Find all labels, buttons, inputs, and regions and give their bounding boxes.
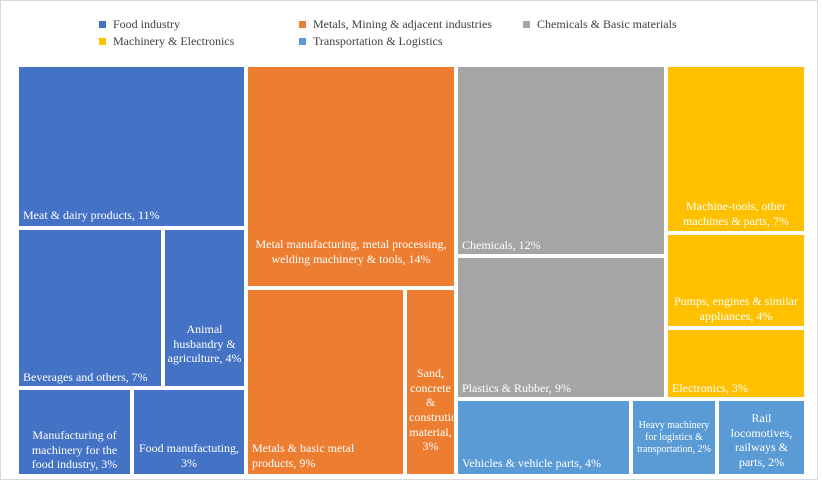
treemap-tile: Chemicals, 12% <box>456 65 666 256</box>
legend-item: Transportation & Logistics <box>299 34 443 49</box>
legend-item: Food industry <box>99 17 180 32</box>
treemap-tile: Manufacturing of machinery for the food … <box>17 388 132 476</box>
treemap-tile: Beverages and others, 7% <box>17 228 163 388</box>
legend-item: Chemicals & Basic materials <box>523 17 677 32</box>
tile-label: Metal manufacturing, metal processing, w… <box>255 237 447 266</box>
tile-label: Heavy machinery for logistics & transpor… <box>637 420 711 456</box>
treemap-tile: Meat & dairy products, 11% <box>17 65 246 228</box>
treemap-tile: Animal husbandry & agriculture, 4% <box>163 228 246 388</box>
treemap-tile: Pumps, engines & similar appliances, 4% <box>666 233 806 328</box>
legend-swatch <box>99 38 106 45</box>
treemap-tile: Electronics, 3% <box>666 328 806 399</box>
tile-label: Beverages and others, 7% <box>23 370 148 384</box>
treemap-tile: Plastics & Rubber, 9% <box>456 256 666 399</box>
treemap-tile: Heavy machinery for logistics & transpor… <box>631 399 717 476</box>
tile-label: Electronics, 3% <box>672 381 748 395</box>
treemap-tile: Sand, concrete & constrution material, 3… <box>405 288 456 476</box>
legend-item: Metals, Mining & adjacent industries <box>299 17 492 32</box>
treemap-tile: Rail locomotives, railways & parts, 2% <box>717 399 806 476</box>
tile-label: Meat & dairy products, 11% <box>23 208 160 222</box>
tile-label: Pumps, engines & similar appliances, 4% <box>674 294 798 323</box>
legend-label: Machinery & Electronics <box>113 34 235 48</box>
tile-label: Manufacturing of machinery for the food … <box>31 428 118 472</box>
tile-label: Metals & basic metal products, 9% <box>252 441 355 470</box>
legend-label: Metals, Mining & adjacent industries <box>313 17 492 31</box>
treemap-tile: Metal manufacturing, metal processing, w… <box>246 65 456 288</box>
legend-swatch <box>523 21 530 28</box>
tile-label: Vehicles & vehicle parts, 4% <box>462 456 601 470</box>
treemap: Meat & dairy products, 11% Beverages and … <box>1 1 819 481</box>
legend: Food industry Metals, Mining & adjacent i… <box>1 1 819 63</box>
treemap-tile: Metals & basic metal products, 9% <box>246 288 405 476</box>
chart-frame: Food industry Metals, Mining & adjacent i… <box>0 0 818 480</box>
legend-label: Food industry <box>113 17 181 31</box>
legend-item: Machinery & Electronics <box>99 34 234 49</box>
tile-label: Sand, concrete & constrution material, 3… <box>409 366 454 454</box>
treemap-tile: Machine-tools, other machines & parts, 7… <box>666 65 806 233</box>
treemap-tile: Vehicles & vehicle parts, 4% <box>456 399 631 476</box>
tile-label: Animal husbandry & agriculture, 4% <box>167 322 242 366</box>
tile-label: Food manufactuting, 3% <box>139 441 239 470</box>
legend-swatch <box>99 21 106 28</box>
legend-label: Chemicals & Basic materials <box>537 17 677 31</box>
tile-label: Machine-tools, other machines & parts, 7… <box>683 199 789 228</box>
tile-label: Plastics & Rubber, 9% <box>462 381 571 395</box>
tile-label: Rail locomotives, railways & parts, 2% <box>730 411 793 469</box>
legend-label: Transportation & Logistics <box>313 34 443 48</box>
treemap-tile: Food manufactuting, 3% <box>132 388 246 476</box>
legend-swatch <box>299 21 306 28</box>
legend-swatch <box>299 38 306 45</box>
tile-label: Chemicals, 12% <box>462 238 541 252</box>
